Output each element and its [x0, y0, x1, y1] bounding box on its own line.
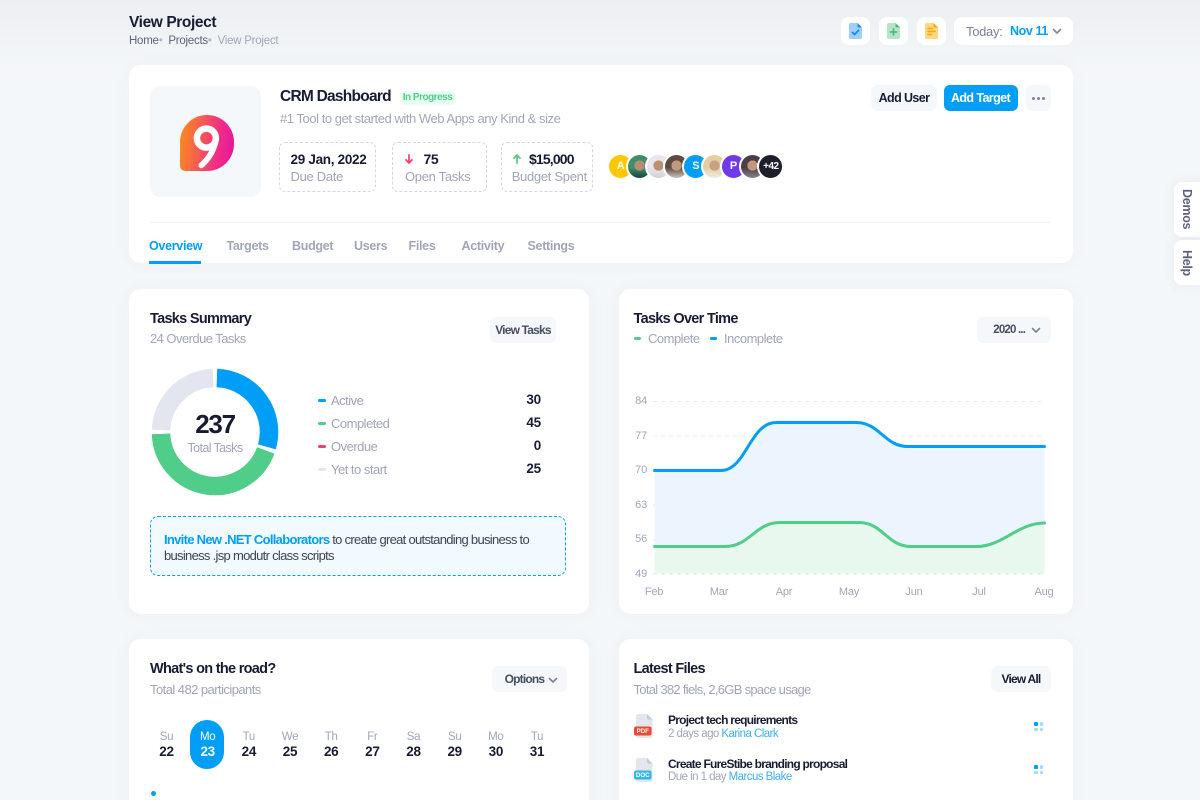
svg-text:PDF: PDF [637, 728, 650, 735]
svg-text:DOC: DOC [636, 772, 650, 779]
